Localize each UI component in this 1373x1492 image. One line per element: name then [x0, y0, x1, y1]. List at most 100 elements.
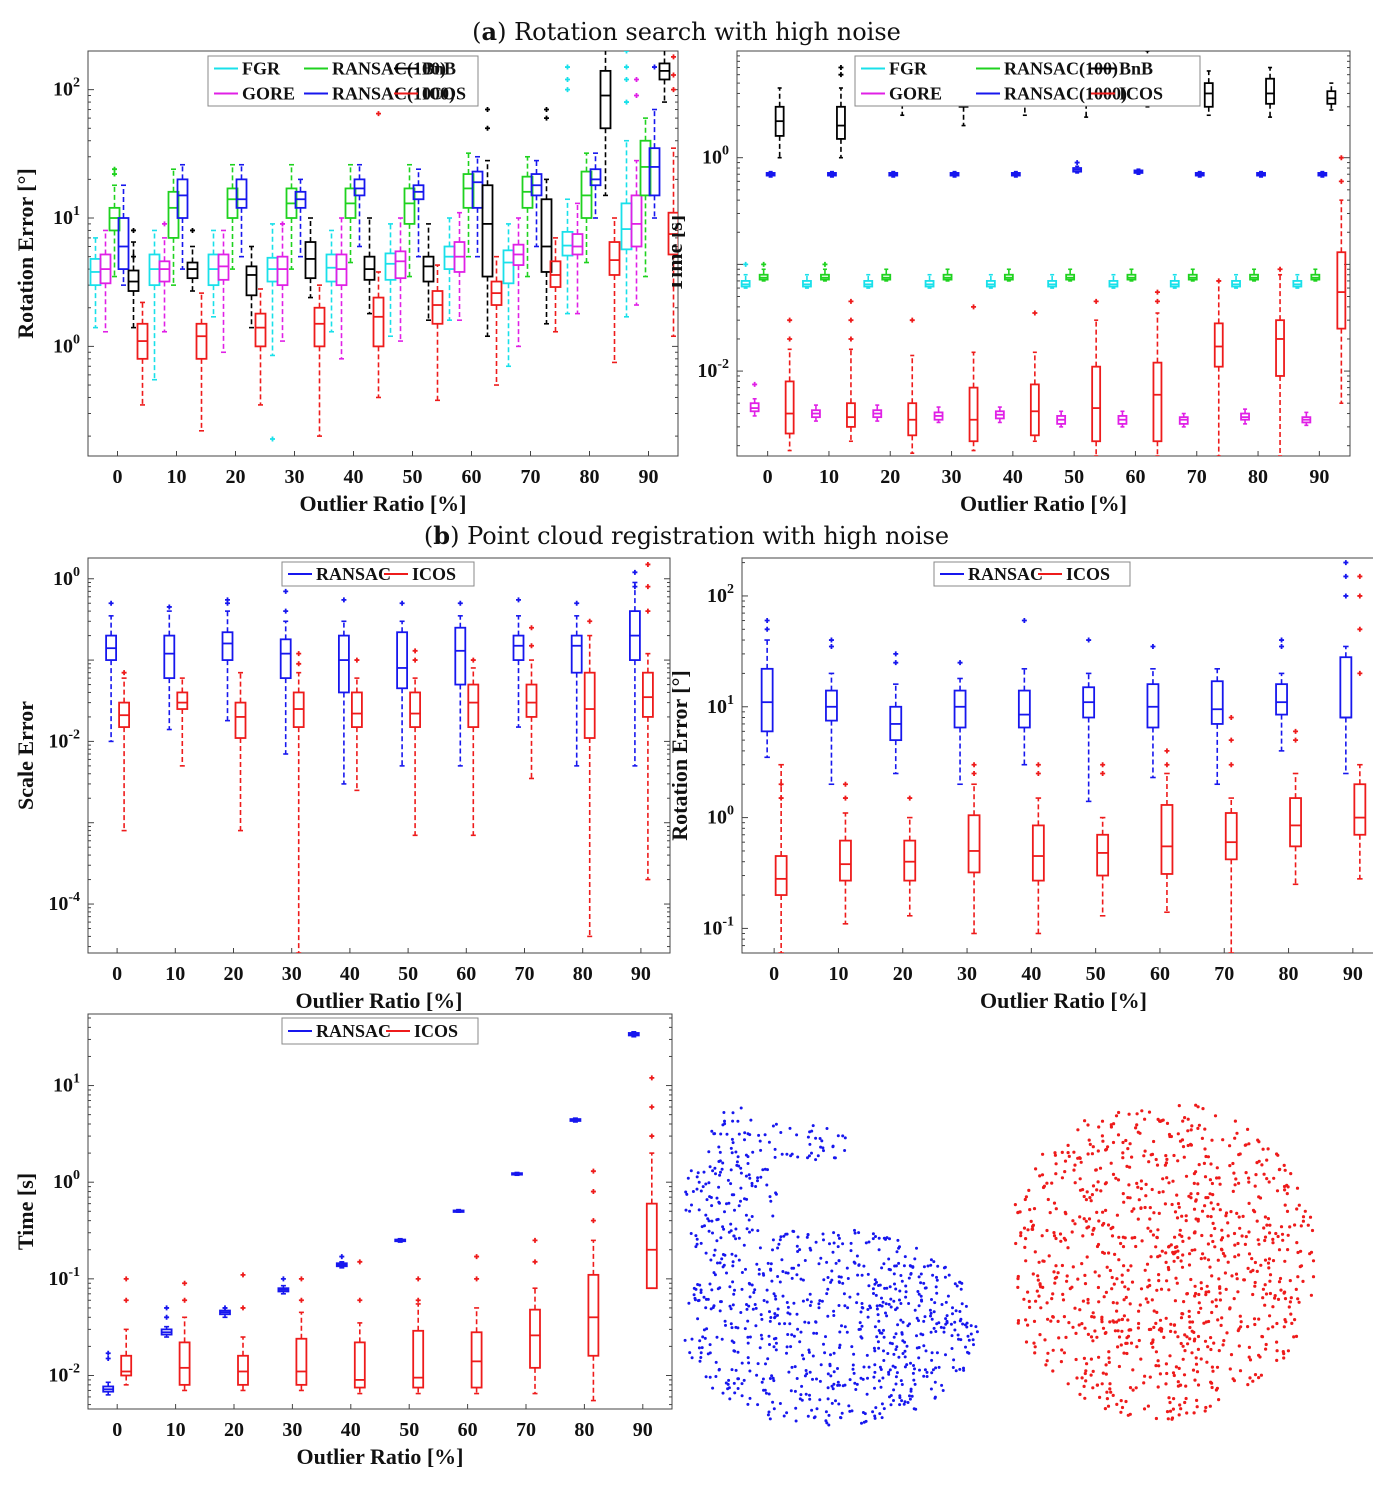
cloud-point — [1236, 1329, 1240, 1333]
cloud-point — [1038, 1333, 1042, 1337]
box-icos-0 — [774, 763, 788, 953]
cloud-point — [1177, 1104, 1181, 1108]
cloud-point — [965, 1325, 969, 1329]
cloud-point — [1281, 1350, 1285, 1354]
cloud-point — [1172, 1259, 1176, 1263]
cloud-point — [746, 1341, 750, 1345]
cloud-point — [1163, 1163, 1167, 1167]
box-ransac-40 — [335, 1254, 348, 1269]
x-tick-label: 70 — [521, 466, 541, 488]
cloud-point — [826, 1386, 830, 1390]
cloud-point — [1203, 1147, 1207, 1151]
cloud-point — [776, 1275, 780, 1278]
cloud-point — [874, 1406, 878, 1410]
cloud-point — [908, 1394, 911, 1398]
cloud-point — [1151, 1345, 1155, 1349]
cloud-point — [1169, 1243, 1173, 1247]
cloud-point — [1182, 1373, 1187, 1377]
cloud-point — [1240, 1234, 1244, 1238]
cloud-point — [1066, 1382, 1070, 1386]
outlier-point — [105, 1355, 111, 1361]
box-iqr — [645, 1202, 658, 1290]
cloud-point — [686, 1176, 690, 1180]
box-icos-60 — [470, 1254, 483, 1395]
cloud-point — [735, 1160, 739, 1164]
cloud-point — [886, 1352, 890, 1355]
cloud-point — [899, 1379, 903, 1383]
cloud-point — [746, 1319, 750, 1323]
y-axis-label: Rotation Error [°] — [672, 670, 692, 841]
cloud-point — [1197, 1292, 1201, 1297]
cloud-point — [907, 1276, 911, 1280]
cloud-point — [1223, 1254, 1227, 1258]
cloud-point — [779, 1235, 783, 1239]
cloud-point — [1190, 1248, 1194, 1252]
box-ransac-1000-80 — [1256, 170, 1266, 178]
cloud-point — [1185, 1292, 1189, 1296]
cloud-point — [1100, 1317, 1104, 1321]
cloud-point — [832, 1241, 836, 1245]
outlier-point — [957, 660, 963, 666]
cloud-point — [1209, 1162, 1213, 1166]
box-iqr — [608, 241, 621, 276]
cloud-point — [827, 1413, 831, 1417]
cloud-point — [881, 1376, 885, 1380]
outlier-point — [971, 762, 977, 768]
cloud-point — [1133, 1235, 1137, 1240]
cloud-point — [756, 1179, 759, 1183]
cloud-point — [1295, 1241, 1299, 1245]
cloud-point — [1128, 1142, 1132, 1146]
box-icos-60 — [1152, 289, 1163, 456]
cloud-point — [1282, 1356, 1286, 1360]
cloud-point — [748, 1335, 752, 1339]
cloud-point — [853, 1381, 857, 1385]
series-bnb — [127, 51, 671, 338]
legend-box — [933, 561, 1131, 587]
cloud-point — [801, 1278, 805, 1282]
cloud-point — [1105, 1265, 1109, 1269]
box-iqr — [953, 689, 967, 729]
cloud-point — [771, 1248, 774, 1252]
cloud-point — [1293, 1223, 1297, 1227]
cloud-point — [796, 1327, 800, 1331]
box-ransac-100-20 — [226, 163, 239, 270]
outlier-point — [649, 1104, 655, 1110]
cloud-point — [888, 1341, 892, 1345]
x-tick-label: 90 — [631, 963, 651, 985]
outlier-point — [529, 625, 534, 631]
cloud-point — [1085, 1226, 1089, 1230]
outlier-point — [339, 1254, 345, 1260]
axes — [87, 1013, 673, 1410]
box-bnb-0 — [127, 227, 140, 329]
cloud-point — [814, 1158, 818, 1162]
cloud-point — [944, 1353, 947, 1357]
outlier-point — [761, 261, 767, 267]
cloud-point — [902, 1264, 906, 1268]
cloud-point — [1134, 1244, 1138, 1249]
cloud-point — [969, 1332, 973, 1336]
cloud-point — [866, 1308, 870, 1311]
cloud-point — [706, 1297, 710, 1301]
cloud-point — [1085, 1362, 1089, 1366]
outlier-point — [587, 618, 593, 624]
cloud-point — [1126, 1196, 1130, 1200]
cloud-point — [879, 1368, 883, 1371]
box-iqr — [221, 631, 234, 661]
box-iqr — [589, 168, 602, 187]
cloud-point — [711, 1169, 715, 1173]
cloud-point — [1192, 1411, 1196, 1415]
cloud-point — [1097, 1300, 1101, 1304]
cloud-point — [1167, 1396, 1171, 1400]
cloud-point — [1140, 1109, 1144, 1113]
cloud-point — [1048, 1211, 1052, 1215]
cloud-point — [803, 1374, 807, 1378]
cloud-point — [1254, 1173, 1258, 1177]
cloud-point — [1086, 1123, 1090, 1127]
cloud-point — [1066, 1246, 1070, 1250]
y-tick-label: 100 — [702, 144, 729, 169]
cloud-point — [871, 1232, 875, 1236]
cloud-point — [1028, 1305, 1032, 1309]
cloud-point — [700, 1346, 704, 1350]
cloud-point — [1079, 1160, 1083, 1164]
cloud-point — [759, 1313, 763, 1317]
